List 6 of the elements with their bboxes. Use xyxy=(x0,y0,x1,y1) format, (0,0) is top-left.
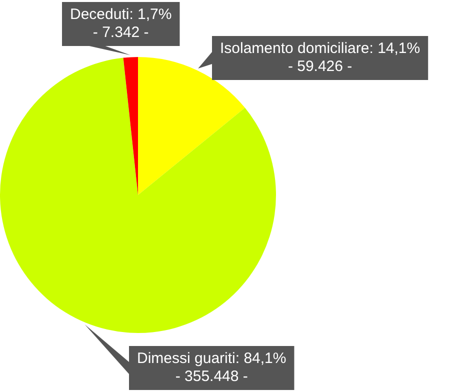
text: - 7.342 - xyxy=(92,24,149,42)
slice-label: Isolamento domiciliare: 14,1% xyxy=(220,40,420,58)
slice-label: Deceduti: 1,7% xyxy=(70,6,172,24)
text: - 355.448 - xyxy=(175,368,248,386)
text: - 59.426 - xyxy=(288,58,352,76)
slice-label: Dimessi guariti: 84,1% xyxy=(136,350,286,368)
